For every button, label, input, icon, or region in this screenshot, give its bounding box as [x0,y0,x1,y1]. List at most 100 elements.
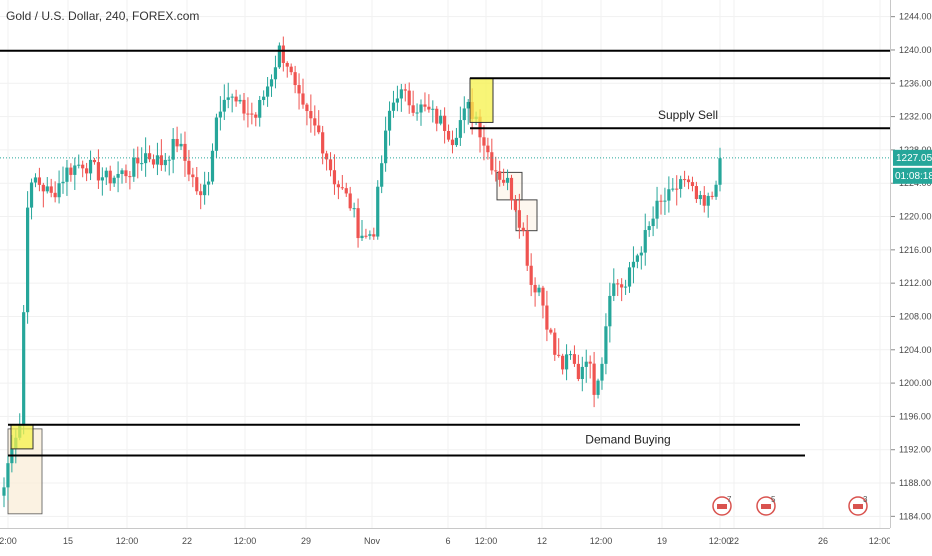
candle[interactable] [372,227,376,240]
candle[interactable] [486,137,490,160]
candle[interactable] [407,82,411,114]
candle[interactable] [568,350,573,360]
economic-event-icon[interactable]: 5 [756,495,776,516]
candle[interactable] [364,228,368,239]
candle[interactable] [234,89,238,107]
candle[interactable] [226,82,230,109]
candle[interactable] [61,166,65,194]
candle[interactable] [600,357,604,390]
candle[interactable] [214,113,219,159]
candle[interactable] [686,175,691,190]
candle[interactable] [305,102,309,126]
candle[interactable] [124,164,128,183]
candle[interactable] [643,213,647,266]
candle[interactable] [340,174,344,191]
candle[interactable] [179,133,183,151]
candle[interactable] [655,186,659,229]
candle[interactable] [6,455,10,501]
candle[interactable] [77,154,81,169]
candle[interactable] [100,167,104,196]
candle[interactable] [313,105,317,136]
candle[interactable] [41,182,45,208]
candle[interactable] [2,477,6,508]
candle[interactable] [151,154,156,169]
candle[interactable] [682,170,687,187]
candle[interactable] [675,175,679,206]
candle[interactable] [140,147,144,171]
candle[interactable] [368,230,372,240]
candle[interactable] [702,186,706,213]
candle[interactable] [81,160,85,178]
candle[interactable] [360,219,364,242]
candle[interactable] [65,159,69,196]
candle[interactable] [285,61,289,78]
candle[interactable] [250,102,254,125]
supply-zone-yellow-box[interactable] [469,77,494,123]
candle[interactable] [446,124,451,142]
candle[interactable] [155,142,160,176]
candle[interactable] [490,138,494,175]
candle[interactable] [136,146,140,179]
candle[interactable] [191,167,195,188]
candle[interactable] [635,253,639,269]
candle[interactable] [679,175,683,198]
candle[interactable] [427,94,431,113]
candle[interactable] [53,181,57,203]
candle[interactable] [714,180,718,200]
demand-zone-yellow-box[interactable] [10,424,34,450]
candle[interactable] [116,161,120,193]
candle[interactable] [608,282,612,343]
candle[interactable] [698,190,702,205]
candle[interactable] [411,90,415,117]
candle[interactable] [384,116,388,172]
candle[interactable] [604,313,608,375]
candle[interactable] [580,356,584,392]
time-axis[interactable]: 2:00 15 12:00 22 12:00 29 Nov 6 12:00 12 12:00 19 12… [0,528,891,551]
candle[interactable] [419,99,423,126]
candle[interactable] [73,157,77,190]
economic-event-icon[interactable]: 7 [712,495,732,516]
candle[interactable] [144,137,148,177]
candle[interactable] [317,110,321,135]
candle[interactable] [195,166,199,195]
candle[interactable] [395,85,400,112]
candle[interactable] [647,221,651,237]
candle[interactable] [450,130,455,154]
candle[interactable] [26,191,30,324]
candle[interactable] [281,36,285,72]
candle[interactable] [502,168,506,186]
candle[interactable] [387,101,392,146]
candle[interactable] [498,160,502,187]
candle[interactable] [627,261,632,293]
candle[interactable] [132,148,136,182]
candle[interactable] [494,156,498,182]
candle[interactable] [324,150,329,171]
candle[interactable] [659,194,663,215]
candle[interactable] [588,355,592,379]
candle[interactable] [265,76,270,107]
candle[interactable] [694,181,698,203]
candle[interactable] [592,351,596,408]
candle[interactable] [423,92,427,112]
candle[interactable] [96,149,101,189]
candle[interactable] [576,354,580,382]
candle[interactable] [45,177,49,194]
candle[interactable] [33,173,38,188]
candle[interactable] [22,304,26,435]
candle[interactable] [462,96,466,134]
candle[interactable] [596,378,600,399]
candle[interactable] [159,139,163,171]
candle[interactable] [187,150,191,182]
candle[interactable] [222,84,226,121]
pullback-box-2[interactable] [515,199,538,232]
candle[interactable] [269,74,274,97]
candle[interactable] [175,126,179,153]
candle[interactable] [513,195,518,212]
candle[interactable] [403,83,407,102]
candle[interactable] [49,178,53,198]
candle[interactable] [218,96,222,131]
candle[interactable] [92,157,97,165]
candle[interactable] [85,162,89,182]
candle[interactable] [521,222,525,237]
